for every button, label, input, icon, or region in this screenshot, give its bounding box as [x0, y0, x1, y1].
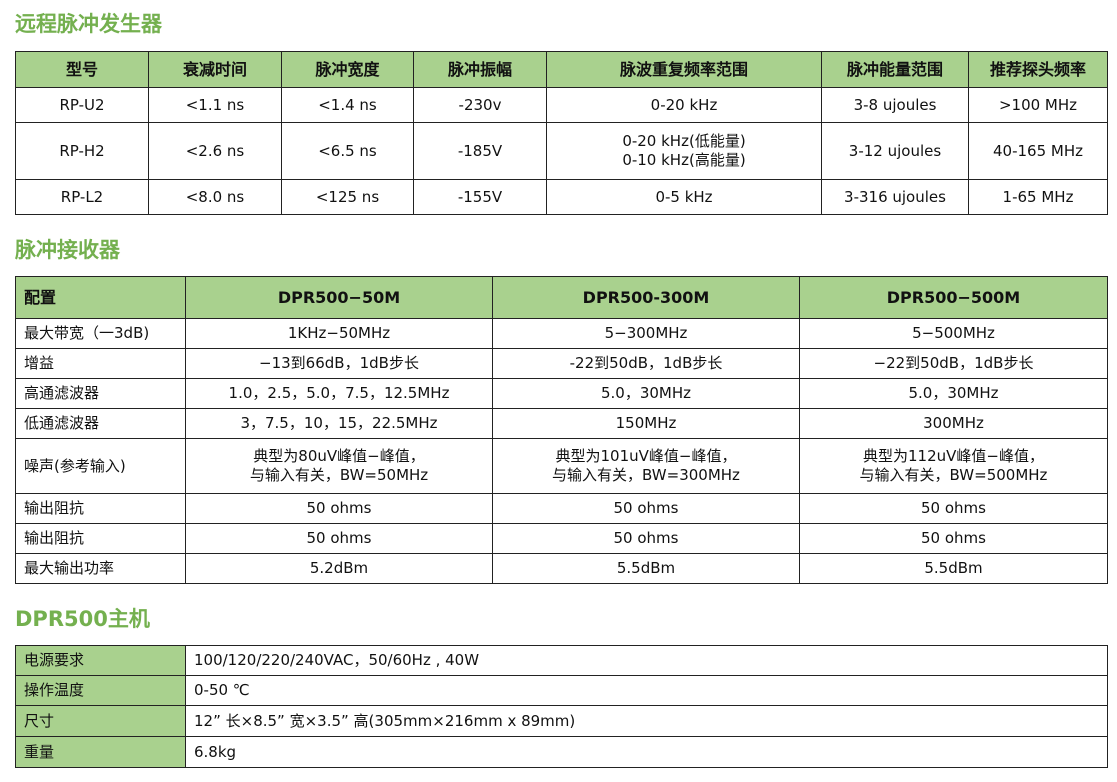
table-cell: 40-165 MHz — [968, 122, 1108, 180]
table-cell: 增益 — [15, 348, 186, 379]
table-cell: 3-316 ujoules — [821, 179, 969, 215]
table-cell: 12” 长×8.5” 宽×3.5” 高(305mm×216mm x 89mm) — [185, 705, 1108, 737]
table-cell: 高通滤波器 — [15, 378, 186, 409]
table-cell: 最大带宽（一3dB) — [15, 318, 186, 349]
table-cell: <1.4 ns — [281, 87, 414, 123]
table-cell: >100 MHz — [968, 87, 1108, 123]
table-cell: 50 ohms — [185, 493, 493, 524]
table-row: RP-H2 <2.6 ns <6.5 ns -185V 0-20 kHz(低能量) 0-… — [15, 122, 1108, 180]
header-row: 配置 DPR500−50M DPR500-300M DPR500−500M — [15, 276, 1108, 319]
table-cell: 50 ohms — [185, 523, 493, 554]
table-cell: 0-50 ℃ — [185, 675, 1108, 706]
header-cell: 脉冲宽度 — [281, 51, 414, 88]
table-cell: <125 ns — [281, 179, 414, 215]
table-row: 噪声(参考输入) 典型为80uV峰值−峰值， 与输入有关，BW=50MHz 典型为1… — [15, 438, 1108, 494]
table-row: 电源要求 100/120/220/240VAC，50/60Hz , 40W — [15, 645, 1108, 676]
table-cell: -230v — [413, 87, 547, 123]
header-cell: 型号 — [15, 51, 149, 88]
table-cell: 电源要求 — [15, 645, 186, 676]
host-table: 电源要求 100/120/220/240VAC，50/60Hz , 40W 操作温度… — [15, 645, 1108, 768]
table-cell: 150MHz — [492, 408, 800, 439]
table-cell: 5.0，30MHz — [799, 378, 1108, 409]
table-row: 增益 −13到66dB，1dB步长 -22到50dB，1dB步长 −22到50dB，1… — [15, 348, 1108, 379]
table-cell: 5.2dBm — [185, 553, 493, 584]
table-cell: 输出阻抗 — [15, 523, 186, 554]
header-cell: 脉波重复频率范围 — [546, 51, 822, 88]
table-cell: -185V — [413, 122, 547, 180]
table-cell: -22到50dB，1dB步长 — [492, 348, 800, 379]
table-cell: <8.0 ns — [148, 179, 282, 215]
table-cell: 重量 — [15, 736, 186, 768]
table-row: RP-L2 <8.0 ns <125 ns -155V 0-5 kHz 3-316 ujo… — [15, 179, 1108, 215]
header-cell: DPR500−50M — [185, 276, 493, 319]
table-cell: −13到66dB，1dB步长 — [185, 348, 493, 379]
table-cell: 1.0，2.5，5.0，7.5，12.5MHz — [185, 378, 493, 409]
table-cell: 输出阻抗 — [15, 493, 186, 524]
section-title-receiver: 脉冲接收器 — [15, 238, 120, 262]
table-row: 尺寸 12” 长×8.5” 宽×3.5” 高(305mm×216mm x 89mm… — [15, 705, 1108, 737]
table-cell: 5.0，30MHz — [492, 378, 800, 409]
table-cell: 3-12 ujoules — [821, 122, 969, 180]
table-cell: 1-65 MHz — [968, 179, 1108, 215]
header-cell: DPR500-300M — [492, 276, 800, 319]
table-cell: 噪声(参考输入) — [15, 438, 186, 494]
table-cell: 5.5dBm — [799, 553, 1108, 584]
table-row: 操作温度 0-50 ℃ — [15, 675, 1108, 706]
table-cell: 50 ohms — [799, 523, 1108, 554]
table-row: 重量 6.8kg — [15, 736, 1108, 768]
table-row: 输出阻抗 50 ohms 50 ohms 50 ohms — [15, 523, 1108, 554]
header-cell: 配置 — [15, 276, 186, 319]
table-cell: 50 ohms — [492, 523, 800, 554]
header-cell: 推荐探头频率 — [968, 51, 1108, 88]
table-cell: <6.5 ns — [281, 122, 414, 180]
table-cell: 0-5 kHz — [546, 179, 822, 215]
header-cell: DPR500−500M — [799, 276, 1108, 319]
table-cell: 5−300MHz — [492, 318, 800, 349]
table-cell: 最大输出功率 — [15, 553, 186, 584]
table-cell: 1KHz−50MHz — [185, 318, 493, 349]
table-cell: 典型为80uV峰值−峰值， 与输入有关，BW=50MHz — [185, 438, 493, 494]
table-cell: RP-U2 — [15, 87, 149, 123]
table-cell: −22到50dB，1dB步长 — [799, 348, 1108, 379]
table-cell: 50 ohms — [799, 493, 1108, 524]
table-cell: 典型为112uV峰值−峰值， 与输入有关，BW=500MHz — [799, 438, 1108, 494]
table-cell: 6.8kg — [185, 736, 1108, 768]
table-cell: 0-20 kHz(低能量) 0-10 kHz(高能量) — [546, 122, 822, 180]
table-row: RP-U2 <1.1 ns <1.4 ns -230v 0-20 kHz 3-8 ujou… — [15, 87, 1108, 123]
table-row: 低通滤波器 3，7.5，10，15，22.5MHz 150MHz 300MHz — [15, 408, 1108, 439]
table-cell: RP-L2 — [15, 179, 149, 215]
table-cell: <1.1 ns — [148, 87, 282, 123]
table-cell: 典型为101uV峰值−峰值， 与输入有关，BW=300MHz — [492, 438, 800, 494]
table-row: 输出阻抗 50 ohms 50 ohms 50 ohms — [15, 493, 1108, 524]
receiver-table: 配置 DPR500−50M DPR500-300M DPR500−500M 最大带宽（一… — [15, 276, 1108, 584]
header-row: 型号 衰减时间 脉冲宽度 脉冲振幅 脉波重复频率范围 脉冲能量范围 推荐探头频率 — [15, 51, 1108, 88]
table-row: 最大带宽（一3dB) 1KHz−50MHz 5−300MHz 5−500MHz — [15, 318, 1108, 349]
section-title-host: DPR500主机 — [15, 607, 150, 631]
section-title-pulser: 远程脉冲发生器 — [15, 12, 162, 36]
table-cell: 操作温度 — [15, 675, 186, 706]
table-cell: 5.5dBm — [492, 553, 800, 584]
table-cell: 50 ohms — [492, 493, 800, 524]
table-cell: 3，7.5，10，15，22.5MHz — [185, 408, 493, 439]
table-cell: <2.6 ns — [148, 122, 282, 180]
table-cell: 5−500MHz — [799, 318, 1108, 349]
table-cell: -155V — [413, 179, 547, 215]
table-cell: 100/120/220/240VAC，50/60Hz , 40W — [185, 645, 1108, 676]
pulser-table: 型号 衰减时间 脉冲宽度 脉冲振幅 脉波重复频率范围 脉冲能量范围 推荐探头频率 RP-U2 <… — [15, 51, 1108, 215]
table-row: 最大输出功率 5.2dBm 5.5dBm 5.5dBm — [15, 553, 1108, 584]
table-cell: 0-20 kHz — [546, 87, 822, 123]
header-cell: 衰减时间 — [148, 51, 282, 88]
table-cell: 3-8 ujoules — [821, 87, 969, 123]
table-cell: 低通滤波器 — [15, 408, 186, 439]
table-cell: 300MHz — [799, 408, 1108, 439]
header-cell: 脉冲能量范围 — [821, 51, 969, 88]
table-cell: 尺寸 — [15, 705, 186, 737]
header-cell: 脉冲振幅 — [413, 51, 547, 88]
table-cell: RP-H2 — [15, 122, 149, 180]
table-row: 高通滤波器 1.0，2.5，5.0，7.5，12.5MHz 5.0，30MHz 5.0… — [15, 378, 1108, 409]
